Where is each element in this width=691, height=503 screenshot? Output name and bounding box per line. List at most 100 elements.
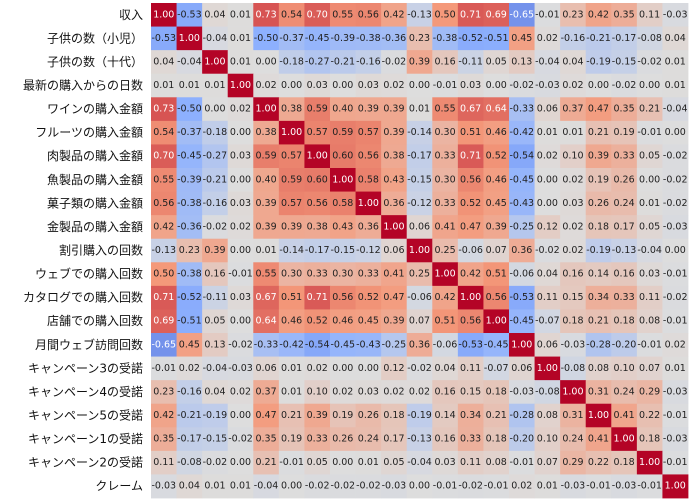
cell-value-label: 0.18: [613, 457, 634, 468]
cell-value-label: 0.16: [562, 269, 583, 280]
heatmap-cell: [636, 144, 663, 169]
heatmap-cell: [278, 238, 305, 263]
heatmap-cell: [534, 380, 561, 405]
cell-value-label: 0.02: [537, 151, 558, 162]
heatmap-cell: [483, 474, 510, 499]
heatmap-cell: [330, 73, 356, 98]
cell-value-label: 0.04: [179, 481, 200, 492]
heatmap-cell: [381, 427, 408, 452]
heatmap-cell: [253, 380, 280, 405]
heatmap-cell: [227, 168, 254, 192]
row-label: 肉製品の購入金額: [47, 148, 143, 163]
heatmap-cell: [330, 427, 356, 452]
heatmap-cell: [227, 403, 254, 428]
cell-value-label: 0.22: [639, 410, 660, 421]
cell-value-label: 0.23: [153, 386, 174, 397]
heatmap-cell: [406, 403, 433, 428]
heatmap-cell: [330, 403, 356, 428]
heatmap-cell: [611, 120, 638, 145]
cell-value-label: -0.21: [330, 56, 355, 67]
heatmap-cell: [509, 450, 535, 475]
heatmap-cell: [611, 144, 638, 169]
heatmap-cell: [432, 238, 459, 263]
cell-value-label: -0.19: [407, 410, 432, 421]
heatmap-cell: [355, 450, 382, 475]
cell-value-label: -0.45: [305, 33, 330, 44]
heatmap-cell: [585, 403, 612, 428]
cell-value-label: -0.42: [279, 339, 304, 350]
cell-value-label: 0.37: [255, 386, 276, 397]
cell-value-label: 1.00: [409, 245, 430, 256]
heatmap-cell: [406, 144, 433, 169]
cell-value-label: 0.33: [434, 198, 455, 209]
heatmap-cell: [253, 120, 280, 145]
cell-value-label: 0.23: [179, 245, 200, 256]
heatmap-cell: [560, 474, 587, 499]
cell-value-label: -0.16: [203, 198, 228, 209]
cell-value-label: 0.00: [332, 457, 353, 468]
cell-value-label: 0.02: [562, 245, 583, 256]
cell-value-label: 0.01: [281, 386, 302, 397]
cell-value-label: 0.34: [460, 410, 481, 421]
cell-value-label: 0.07: [409, 316, 430, 327]
heatmap-cell: [662, 215, 689, 240]
cell-value-label: 0.00: [588, 80, 609, 91]
cell-value-label: 0.46: [332, 316, 353, 327]
heatmap-cell: [151, 215, 177, 240]
heatmap-cell: [432, 73, 459, 98]
heatmap-cell: [304, 333, 331, 357]
heatmap-cell: [457, 474, 484, 499]
cell-value-label: 0.14: [588, 269, 609, 280]
cell-value-label: -0.42: [509, 127, 534, 138]
heatmap-cell: [330, 309, 356, 334]
cell-value-label: 1.00: [255, 104, 276, 115]
heatmap-cell: [202, 97, 229, 122]
cell-value-label: -0.03: [612, 481, 637, 492]
cell-value-label: 0.16: [434, 56, 455, 67]
cell-value-label: 0.01: [230, 9, 251, 20]
cell-value-label: -0.53: [151, 33, 176, 44]
heatmap-cell: [278, 144, 305, 169]
cell-value-label: -0.18: [203, 127, 228, 138]
cell-value-label: 0.03: [639, 269, 660, 280]
heatmap-cell: [457, 191, 484, 216]
heatmap-cell: [381, 215, 408, 240]
heatmap-cell: [636, 427, 663, 452]
cell-value-label: 0.03: [230, 292, 251, 303]
cell-value-label: 0.56: [486, 292, 507, 303]
heatmap-cell: [151, 73, 177, 98]
heatmap-cell: [534, 26, 561, 51]
cell-value-label: 0.46: [486, 174, 507, 185]
cell-value-label: 0.04: [204, 386, 225, 397]
heatmap-cell: [534, 3, 561, 27]
row-label: 子供の数（十代）: [47, 54, 143, 69]
heatmap-cell: [202, 238, 229, 263]
heatmap-cell: [509, 50, 535, 75]
cell-value-label: -0.20: [509, 434, 534, 445]
cell-value-label: 0.57: [281, 151, 302, 162]
heatmap-cell: [304, 191, 331, 216]
cell-value-label: 0.54: [153, 127, 174, 138]
cell-value-label: 0.00: [639, 174, 660, 185]
cell-value-label: 1.00: [486, 316, 507, 327]
cell-value-label: 0.05: [204, 316, 225, 327]
cell-value-label: 0.12: [383, 363, 404, 374]
heatmap-cell: [457, 238, 484, 263]
heatmap-cell: [151, 26, 177, 51]
heatmap-cell: [278, 333, 305, 357]
cell-value-label: -0.45: [330, 339, 355, 350]
cell-value-label: 0.43: [332, 221, 353, 232]
cell-value-label: -0.13: [407, 434, 432, 445]
cell-value-label: 1.00: [358, 198, 379, 209]
heatmap-cell: [636, 309, 663, 334]
heatmap-cell: [509, 380, 535, 405]
cell-value-label: 1.00: [562, 386, 583, 397]
heatmap-cell: [406, 26, 433, 51]
cell-value-label: 0.55: [153, 174, 174, 185]
row-label: カタログでの購入回数: [23, 290, 143, 305]
heatmap-cell: [534, 168, 561, 192]
heatmap-cell: [330, 97, 356, 122]
cell-value-label: 0.02: [230, 104, 251, 115]
heatmap-cell: [662, 380, 689, 405]
